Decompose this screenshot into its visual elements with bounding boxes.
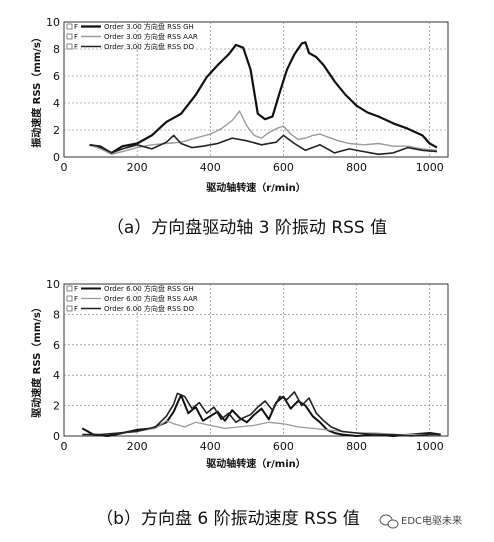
y-axis-label-a: 振动速度 RSS（mm/s） [30, 32, 43, 148]
y-axis-label-b: 驱动速度 RSS（mm/s） [30, 302, 43, 418]
y-tick-label: 8 [53, 308, 60, 321]
x-axis-label-b: 驱动轴转速（r/min） [206, 457, 306, 470]
series-line-1 [89, 41, 438, 154]
y-tick-label: 8 [53, 43, 60, 56]
legend-prefix: F [74, 43, 78, 51]
legend-checkbox [66, 43, 73, 50]
legend-prefix: F [74, 305, 78, 313]
x-tick-label: 400 [200, 161, 221, 174]
x-tick-label: 400 [200, 440, 221, 453]
plot-area-a [63, 21, 449, 158]
legend-prefix: F [74, 295, 78, 303]
x-axis-label-a: 驱动轴转速（r/min） [206, 181, 306, 194]
chart-b: 0 200 400 600 800 1000 0 2 4 6 8 10 F Order 6.00 方向盘… [30, 278, 449, 529]
legend-checkbox [66, 285, 73, 292]
x-tick-label: 1000 [416, 440, 444, 453]
legend-entry: Order 3.00 方向盘 RSS AAR [104, 32, 198, 41]
legend-prefix: F [74, 285, 78, 293]
caption-b: （b）方向盘 6 阶振动速度 RSS 值 [96, 509, 360, 529]
legend-checkbox [66, 33, 73, 40]
y-tick-label: 4 [53, 97, 60, 110]
legend-b: F Order 6.00 方向盘 RSS GH F Order 6.00 方向盘 RS… [66, 284, 198, 313]
watermark-text: EDC电驱未来 [401, 514, 462, 527]
ticks-a: 0 200 400 600 800 1000 0 2 4 6 8 10 [46, 16, 444, 174]
x-tick-label: 200 [127, 161, 148, 174]
grid-a [64, 22, 448, 157]
y-tick-label: 0 [53, 430, 60, 443]
y-tick-label: 2 [53, 124, 60, 137]
y-tick-label: 6 [53, 70, 60, 83]
series-line-3 [82, 391, 441, 437]
x-tick-label: 1000 [416, 161, 444, 174]
watermark: EDC电驱未来 [379, 514, 462, 529]
y-tick-label: 10 [46, 278, 60, 291]
ticks-b: 0 200 400 600 800 1000 0 2 4 6 8 10 [46, 278, 444, 453]
caption-a: （a）方向盘驱动轴 3 阶振动 RSS 值 [107, 218, 387, 238]
series-group-a [89, 41, 438, 156]
series-line-1 [81, 394, 441, 437]
y-tick-label: 6 [53, 339, 60, 352]
wechat-icon [379, 514, 399, 529]
legend-entry: Order 6.00 方向盘 RSS AAR [104, 294, 198, 303]
legend-entry: Order 6.00 方向盘 RSS GH [104, 284, 194, 293]
chart-a: 0 200 400 600 800 1000 0 2 4 6 8 10 F Order 3.00 方向盘… [30, 16, 449, 238]
plot-area-b [63, 283, 449, 437]
x-tick-label: 0 [61, 440, 68, 453]
series-group-b [81, 391, 441, 437]
legend-prefix: F [74, 23, 78, 31]
x-tick-label: 600 [273, 440, 294, 453]
series-line-2 [82, 420, 441, 436]
x-tick-label: 800 [346, 161, 367, 174]
x-tick-label: 800 [346, 440, 367, 453]
grid-b [64, 284, 448, 436]
legend-entry: Order 6.00 方向盘 RSS DO [104, 304, 195, 313]
legend-prefix: F [74, 33, 78, 41]
x-tick-label: 200 [127, 440, 148, 453]
legend-checkbox [66, 305, 73, 312]
y-tick-label: 2 [53, 400, 60, 413]
y-tick-label: 0 [53, 151, 60, 164]
series-line-3 [89, 134, 438, 156]
y-tick-label: 4 [53, 369, 60, 382]
legend-entry: Order 3.00 方向盘 RSS DO [104, 42, 195, 51]
legend-checkbox [66, 295, 73, 302]
y-tick-label: 10 [46, 16, 60, 29]
legend-a: F Order 3.00 方向盘 RSS GH F Order 3.00 方向盘 RS… [66, 22, 198, 51]
legend-entry: Order 3.00 方向盘 RSS GH [104, 22, 194, 31]
x-tick-label: 600 [273, 161, 294, 174]
legend-checkbox [66, 23, 73, 30]
series-line-2 [89, 110, 438, 156]
x-tick-label: 0 [61, 161, 68, 174]
